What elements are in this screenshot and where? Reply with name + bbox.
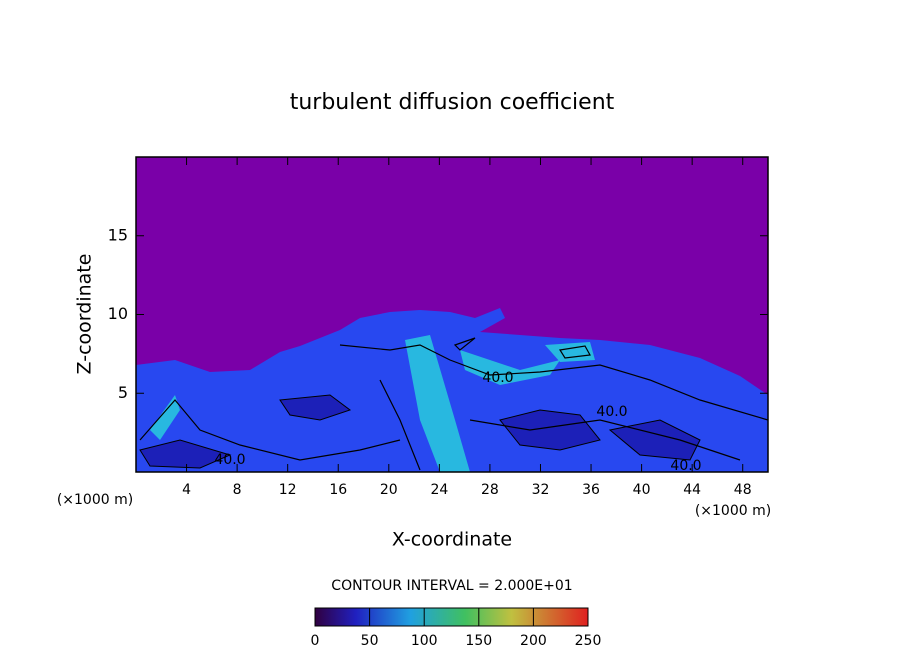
x-tick-label: 16 [329,482,347,498]
colorbar-tick-label: 100 [411,633,438,649]
colorbar-tick-label: 0 [311,633,320,649]
x-tick-label: 32 [532,482,550,498]
field [136,157,768,472]
field-region [136,308,768,472]
x-tick-label: 4 [182,482,191,498]
x-tick-label: 20 [380,482,398,498]
x-axis-label: X-coordinate [392,529,512,551]
y-tick-label: 15 [108,225,128,244]
field-patch [139,394,701,469]
field-streak [150,335,595,472]
colorbar-tick-label: 200 [520,633,547,649]
x-tick-label: 12 [279,482,297,498]
chart-title: turbulent diffusion coefficient [290,90,615,115]
x-tick-label: 40 [633,482,651,498]
colorbar-tick-label: 50 [361,633,379,649]
contour-label: 40.0 [482,370,513,386]
x-tick-label: 24 [430,482,448,498]
colorbar [314,607,589,627]
y-axis-label: Z-coordinate [74,254,96,375]
colorbar-tick-label: 150 [465,633,492,649]
x-tick-label: 28 [481,482,499,498]
y-tick-label: 10 [108,304,128,323]
y-tick-label: 5 [118,383,128,402]
contour-interval: CONTOUR INTERVAL = 2.000E+01 [331,578,572,594]
contour-line [139,337,768,471]
contour-label: 40.0 [670,458,701,474]
x-unit: (×1000 m) [695,503,771,519]
colorbar-tick-label: 250 [575,633,602,649]
contour-label: 40.0 [596,404,627,420]
x-unit: (×1000 m) [57,492,133,508]
contour-label: 40.0 [214,452,245,468]
x-tick-label: 44 [683,482,701,498]
x-tick-label: 8 [233,482,242,498]
x-tick-label: 48 [734,482,752,498]
x-tick-label: 36 [582,482,600,498]
